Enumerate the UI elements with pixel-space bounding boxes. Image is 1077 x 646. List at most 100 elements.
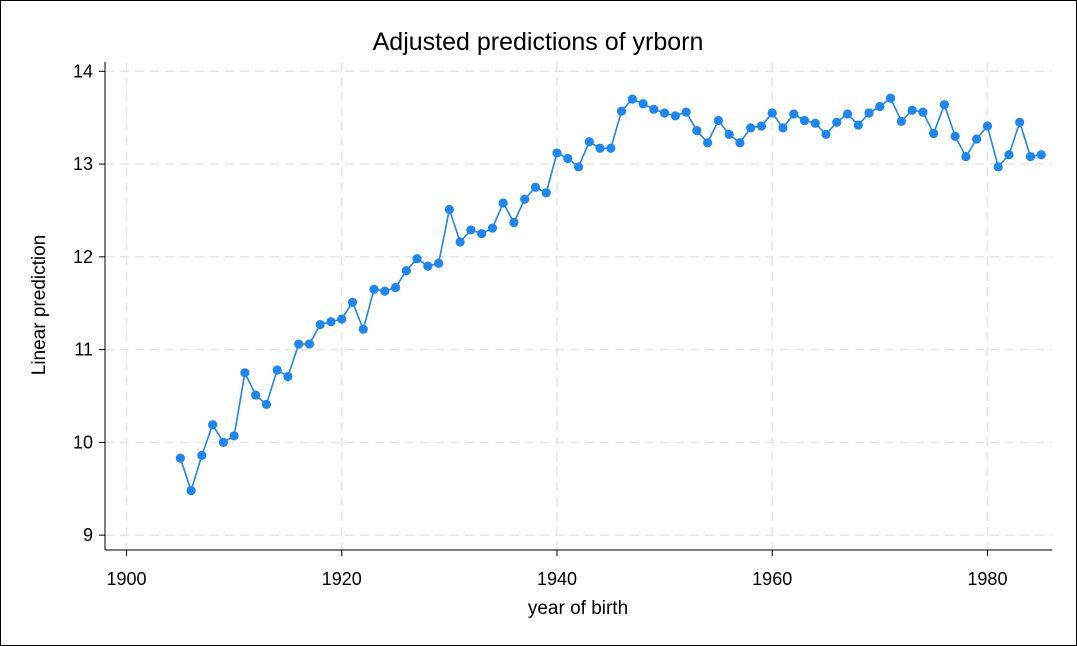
data-point	[627, 94, 637, 104]
data-point	[584, 137, 594, 147]
data-point	[821, 129, 831, 139]
data-point	[347, 297, 358, 307]
data-point	[358, 324, 368, 334]
x-tick-label: 1940	[537, 569, 577, 589]
data-point	[982, 121, 993, 131]
y-axis-label: Linear prediction	[29, 235, 50, 375]
data-point	[552, 148, 562, 158]
data-point	[315, 319, 325, 330]
y-tick-label: 11	[74, 340, 93, 360]
x-tick-label: 1960	[752, 569, 792, 589]
data-point	[703, 138, 713, 148]
data-point	[326, 317, 336, 327]
data-point	[369, 284, 379, 294]
data-point	[337, 314, 347, 324]
data-point	[939, 100, 949, 110]
data-point	[692, 126, 702, 136]
data-point	[595, 143, 605, 153]
data-point	[746, 123, 756, 133]
axes	[104, 62, 1052, 551]
x-tick-label: 1920	[322, 569, 362, 589]
data-point	[218, 437, 228, 447]
data-point	[670, 111, 680, 121]
data-point	[756, 121, 767, 131]
data-point	[606, 143, 616, 153]
data-point	[735, 138, 745, 148]
data-point	[864, 108, 874, 118]
data-point	[896, 116, 906, 126]
data-point	[434, 258, 444, 268]
data-point	[972, 134, 982, 144]
y-tick-label: 12	[73, 247, 93, 267]
data-point	[907, 105, 917, 115]
series	[175, 93, 1046, 496]
data-point	[272, 365, 282, 375]
x-tick-label: 1900	[106, 569, 146, 589]
data-point	[713, 115, 723, 126]
data-point	[573, 162, 584, 172]
data-point	[423, 261, 433, 271]
data-point	[530, 182, 541, 192]
data-point	[197, 450, 207, 460]
data-point	[842, 109, 853, 119]
data-point	[767, 108, 777, 118]
data-point	[649, 104, 659, 114]
y-tick-label: 9	[83, 525, 93, 545]
data-point	[380, 286, 390, 296]
data-point	[961, 152, 971, 162]
data-point	[885, 93, 896, 103]
data-point	[466, 225, 476, 235]
data-point	[1004, 150, 1014, 160]
data-point	[251, 390, 261, 400]
data-point	[681, 107, 691, 117]
data-point	[186, 486, 196, 496]
data-point	[390, 282, 401, 293]
data-point	[283, 371, 293, 382]
data-point	[1015, 117, 1025, 127]
data-point	[487, 223, 498, 233]
data-point	[498, 198, 508, 208]
data-point	[950, 131, 960, 141]
y-tick-label: 13	[73, 154, 93, 174]
data-point	[724, 129, 734, 139]
data-point	[541, 188, 551, 198]
y-ticks: 9 10 11 12 13 14	[73, 61, 105, 545]
data-point	[520, 194, 530, 204]
x-tick-label: 1980	[967, 569, 1007, 589]
data-point	[832, 117, 842, 127]
data-point	[240, 368, 250, 378]
data-point	[659, 108, 670, 118]
data-point	[799, 115, 810, 126]
data-point	[853, 120, 863, 130]
data-point	[455, 237, 465, 247]
data-point	[918, 107, 928, 117]
data-point	[638, 99, 648, 109]
data-point	[294, 339, 304, 349]
x-axis-label: year of birth	[528, 598, 628, 619]
data-point	[929, 128, 939, 139]
data-point	[477, 229, 487, 239]
chart-title: Adjusted predictions of yrborn	[373, 28, 704, 56]
data-point	[208, 420, 218, 430]
grid	[105, 62, 1052, 550]
data-point	[412, 254, 422, 264]
data-point	[810, 118, 820, 128]
data-point	[1025, 152, 1036, 162]
data-point	[778, 123, 788, 133]
y-tick-label: 14	[73, 61, 93, 81]
data-point	[789, 109, 799, 119]
y-tick-label: 10	[73, 432, 93, 452]
data-point	[304, 339, 315, 349]
data-point	[444, 204, 454, 215]
data-point	[1036, 150, 1046, 160]
series-line	[179, 96, 1042, 494]
data-point	[993, 162, 1003, 172]
data-point	[229, 431, 239, 441]
data-point	[401, 266, 411, 276]
data-point	[175, 453, 185, 463]
data-point	[261, 399, 272, 409]
x-ticks: 1900 1920 1940 1960 1980	[106, 550, 1007, 589]
data-point	[563, 153, 573, 164]
